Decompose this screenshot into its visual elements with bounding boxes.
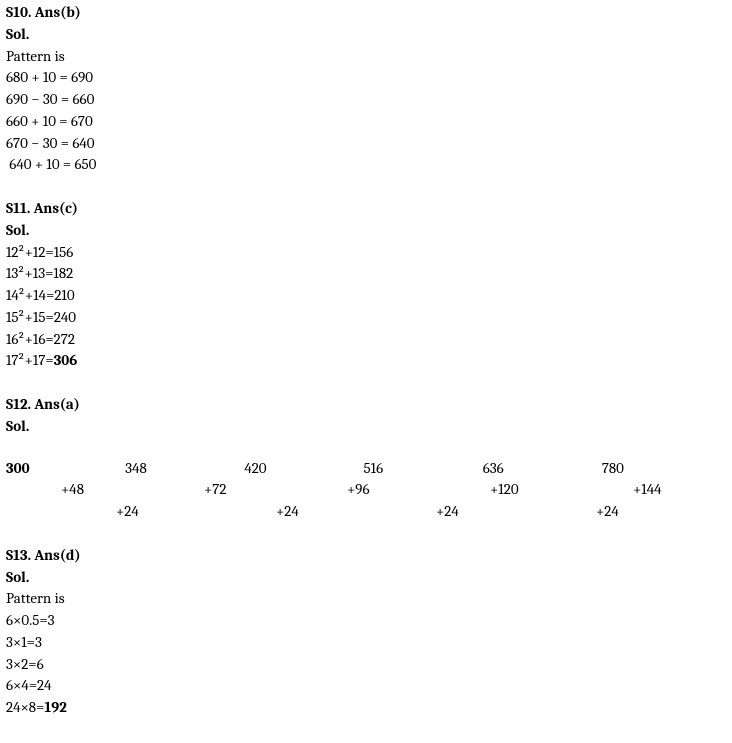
s11-line: 15²+15=240 [6, 307, 726, 329]
s11-line: 13²+13=182 [6, 263, 726, 285]
s12-diff-row-2: +24 +24 +24 +24 [6, 501, 732, 523]
s13-intro: Pattern is [6, 588, 726, 610]
s10-intro: Pattern is [6, 46, 726, 68]
s12-seq-item: 780 [602, 458, 721, 480]
s11-last-line: 17²+17=306 [6, 350, 726, 372]
s12-diff1-item: +96 [292, 479, 435, 501]
solution-s11: S11. Ans(c) Sol. 12²+12=156 13²+13=182 1… [6, 198, 726, 372]
s13-answer: 192 [44, 698, 67, 716]
s12-seq-item: 516 [364, 458, 483, 480]
spacer [6, 438, 726, 458]
s12-header: S12. Ans(a) [6, 394, 726, 416]
solution-s13: S13. Ans(d) Sol. Pattern is 6×0.5=3 3×1=… [6, 545, 726, 719]
s13-line: 6×0.5=3 [6, 610, 726, 632]
s11-sol-label: Sol. [6, 220, 726, 242]
s12-diff2-item: +24 [436, 501, 596, 523]
s10-line: 680 + 10 = 690 [6, 67, 726, 89]
s10-sol-label: Sol. [6, 24, 726, 46]
s13-sol-label: Sol. [6, 567, 726, 589]
s10-line: 690 − 30 = 660 [6, 89, 726, 111]
s13-last-prefix: 24×8= [6, 698, 44, 716]
s12-seq-item: 636 [483, 458, 602, 480]
s12-diff1-item: +144 [578, 479, 721, 501]
s12-sequence-row: 300 348 420 516 636 780 [6, 458, 721, 480]
s13-last-line: 24×8=192 [6, 697, 726, 719]
s12-diff2-item: +24 [596, 501, 732, 523]
s13-line: 3×2=6 [6, 654, 726, 676]
s12-seq-item: 348 [125, 458, 244, 480]
s13-header: S13. Ans(d) [6, 545, 726, 567]
s12-diff1-item: +72 [149, 479, 292, 501]
s11-last-prefix: 17²+17= [6, 351, 54, 369]
s13-line: 6×4=24 [6, 675, 726, 697]
s12-seq-item: 300 [6, 458, 125, 480]
solution-s12: S12. Ans(a) Sol. 300 348 420 516 636 780… [6, 394, 726, 523]
s12-diff-row-1: +48 +72 +96 +120 +144 [6, 479, 721, 501]
s12-diff2-item: +24 [276, 501, 436, 523]
s12-diff1-item: +48 [6, 479, 149, 501]
solution-s10: S10. Ans(b) Sol. Pattern is 680 + 10 = 6… [6, 2, 726, 176]
s11-line: 14²+14=210 [6, 285, 726, 307]
s10-line: 660 + 10 = 670 [6, 111, 726, 133]
s11-line: 12²+12=156 [6, 242, 726, 264]
s10-header: S10. Ans(b) [6, 2, 726, 24]
s10-line: 640 + 10 = 650 [6, 154, 726, 176]
s12-sol-label: Sol. [6, 416, 726, 438]
s13-line: 3×1=3 [6, 632, 726, 654]
s11-line: 16²+16=272 [6, 329, 726, 351]
s11-header: S11. Ans(c) [6, 198, 726, 220]
s12-diff2-item: +24 [116, 501, 276, 523]
s12-diff1-item: +120 [435, 479, 578, 501]
s10-line: 670 − 30 = 640 [6, 133, 726, 155]
s12-seq-item: 420 [244, 458, 363, 480]
s11-answer: 306 [54, 351, 78, 369]
